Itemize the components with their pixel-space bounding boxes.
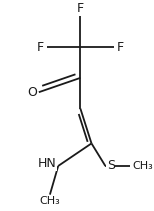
Text: F: F bbox=[77, 2, 84, 15]
Text: F: F bbox=[36, 41, 44, 54]
Text: O: O bbox=[28, 86, 37, 99]
Text: F: F bbox=[117, 41, 124, 54]
Text: CH₃: CH₃ bbox=[40, 196, 60, 206]
Text: S: S bbox=[107, 160, 115, 172]
Text: CH₃: CH₃ bbox=[132, 161, 153, 171]
Text: HN: HN bbox=[38, 157, 57, 170]
